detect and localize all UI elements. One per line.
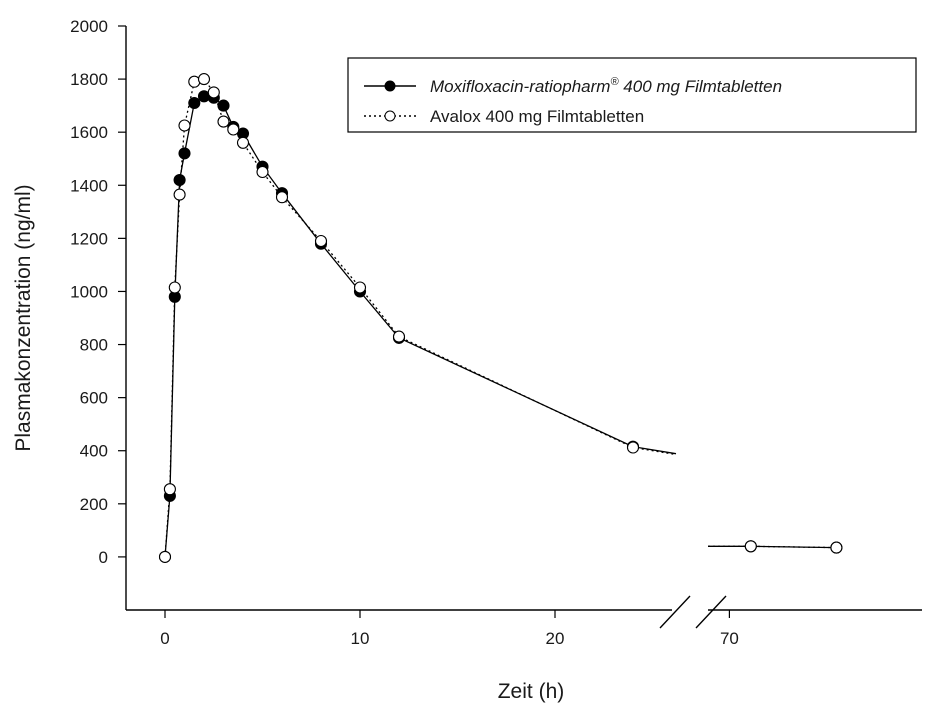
legend-label-avalox: Avalox 400 mg Filmtabletten [430,107,644,126]
x-tick-label: 0 [160,629,169,648]
x-axis-title: Zeit (h) [498,680,565,703]
y-tick-label: 600 [80,389,108,408]
y-axis-ticks: 0 200 400 600 800 1000 1200 1400 1600 1800 2000 [70,17,126,567]
y-tick-label: 400 [80,442,108,461]
data-point [178,119,191,132]
y-tick-label: 1400 [70,176,108,195]
legend: Moxifloxacin-ratiopharm® 400 mg Filmtabl… [347,57,917,133]
legend-label-moxifloxacin-sup: ® [610,76,619,88]
y-tick-label: 1000 [70,282,108,301]
data-point [275,191,289,204]
series-layer [158,73,843,563]
series-line-segment [708,545,837,549]
data-point [158,550,172,563]
y-axis-title: Plasmakonzentration (ng/ml) [12,184,35,451]
y-tick-label: 800 [80,336,108,355]
y-tick-label: 1200 [70,229,108,248]
data-point [314,234,328,248]
legend-item-moxifloxacin: Moxifloxacin-ratiopharm® 400 mg Filmtabl… [364,76,782,96]
axes [125,26,922,629]
y-tick-label: 1600 [70,123,108,142]
data-point [392,330,406,343]
axis-break-mark-right [695,595,727,629]
data-point [168,281,181,294]
y-tick-label: 200 [80,495,108,514]
data-point [207,86,220,99]
series-avalox [158,73,843,563]
data-point [227,123,240,136]
y-tick-label: 1800 [70,70,108,89]
x-tick-label: 10 [351,629,370,648]
data-point [236,136,250,149]
data-point [353,281,367,294]
data-point [256,165,269,179]
legend-swatch-marker-moxifloxacin [384,80,396,92]
y-tick-label: 2000 [70,17,108,36]
legend-box [347,57,917,133]
legend-item-avalox: Avalox 400 mg Filmtabletten [364,107,644,126]
data-point [830,541,843,554]
data-point [197,73,211,86]
series-line-segment [164,78,677,557]
x-tick-label: 20 [546,629,565,648]
data-point [626,441,640,454]
data-point [744,540,757,553]
data-point [173,173,186,187]
data-point [217,115,230,128]
data-point [217,99,230,112]
data-point [188,96,201,110]
legend-label-moxifloxacin-main: Moxifloxacin-ratiopharm [430,77,610,96]
legend-label-moxifloxacin: Moxifloxacin-ratiopharm® 400 mg Filmtabl… [430,76,782,96]
series-moxifloxacin [158,90,843,563]
data-point [163,483,176,496]
axis-break-mark-left [659,595,691,629]
data-point [173,188,186,201]
legend-label-moxifloxacin-rest: 400 mg Filmtabletten [619,77,782,96]
series-line-segment [164,95,677,557]
legend-swatch-marker-avalox [384,110,396,122]
y-tick-label: 0 [99,548,108,567]
data-point [178,147,191,160]
x-axis-ticks: 0 10 20 70 [160,610,739,648]
x-tick-label: 70 [720,629,739,648]
